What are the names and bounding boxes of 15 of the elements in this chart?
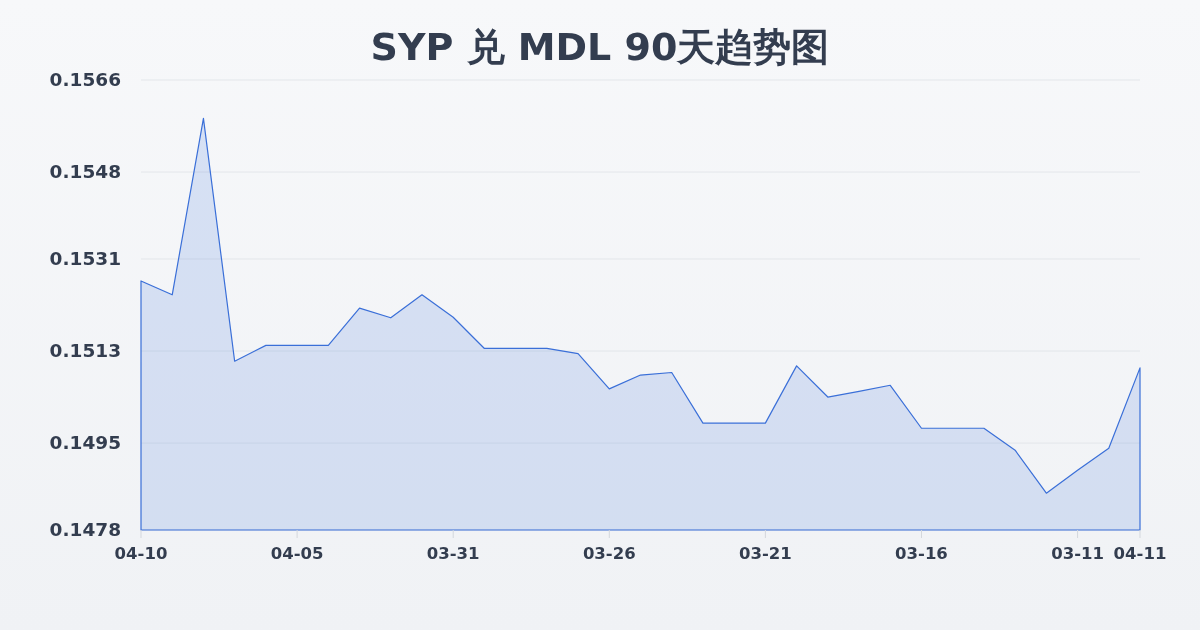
y-tick-label: 0.1478	[49, 519, 121, 540]
y-tick-label: 0.1566	[49, 69, 121, 90]
y-tick-label: 0.1495	[49, 432, 121, 454]
x-tick-label: 03-21	[738, 544, 792, 563]
y-tick-label: 0.1548	[49, 161, 121, 183]
x-tick-label: 03-26	[582, 544, 636, 563]
x-tick-label: 04-11	[1113, 544, 1167, 563]
chart-title: SYP 兑 MDL 90天趋势图	[370, 25, 830, 69]
x-tick-label: 04-05	[270, 544, 324, 563]
y-tick-label: 0.1531	[49, 247, 121, 269]
x-tick-label: 04-10	[114, 544, 168, 563]
x-tick-label: 03-11	[1051, 544, 1104, 563]
x-tick-label: 03-31	[426, 544, 480, 563]
y-tick-label: 0.1513	[49, 340, 121, 362]
x-tick-label: 03-16	[895, 544, 948, 563]
